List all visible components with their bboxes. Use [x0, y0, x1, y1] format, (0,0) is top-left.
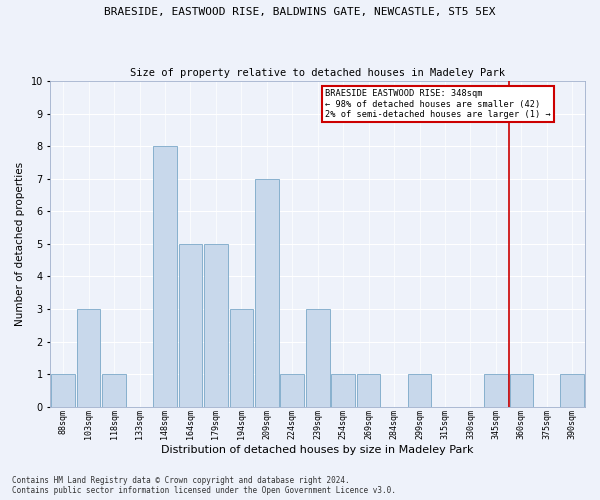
Bar — [408, 374, 431, 406]
Bar — [280, 374, 304, 406]
X-axis label: Distribution of detached houses by size in Madeley Park: Distribution of detached houses by size … — [161, 445, 474, 455]
Text: BRAESIDE, EASTWOOD RISE, BALDWINS GATE, NEWCASTLE, ST5 5EX: BRAESIDE, EASTWOOD RISE, BALDWINS GATE, … — [104, 8, 496, 18]
Bar — [306, 309, 329, 406]
Bar — [331, 374, 355, 406]
Bar — [230, 309, 253, 406]
Bar — [204, 244, 228, 406]
Bar — [560, 374, 584, 406]
Bar — [179, 244, 202, 406]
Text: BRAESIDE EASTWOOD RISE: 348sqm
← 98% of detached houses are smaller (42)
2% of s: BRAESIDE EASTWOOD RISE: 348sqm ← 98% of … — [325, 89, 551, 119]
Bar — [509, 374, 533, 406]
Y-axis label: Number of detached properties: Number of detached properties — [15, 162, 25, 326]
Bar — [77, 309, 100, 406]
Bar — [52, 374, 75, 406]
Bar — [153, 146, 177, 406]
Text: Contains HM Land Registry data © Crown copyright and database right 2024.
Contai: Contains HM Land Registry data © Crown c… — [12, 476, 396, 495]
Title: Size of property relative to detached houses in Madeley Park: Size of property relative to detached ho… — [130, 68, 505, 78]
Bar — [484, 374, 508, 406]
Bar — [255, 178, 278, 406]
Bar — [357, 374, 380, 406]
Bar — [102, 374, 126, 406]
